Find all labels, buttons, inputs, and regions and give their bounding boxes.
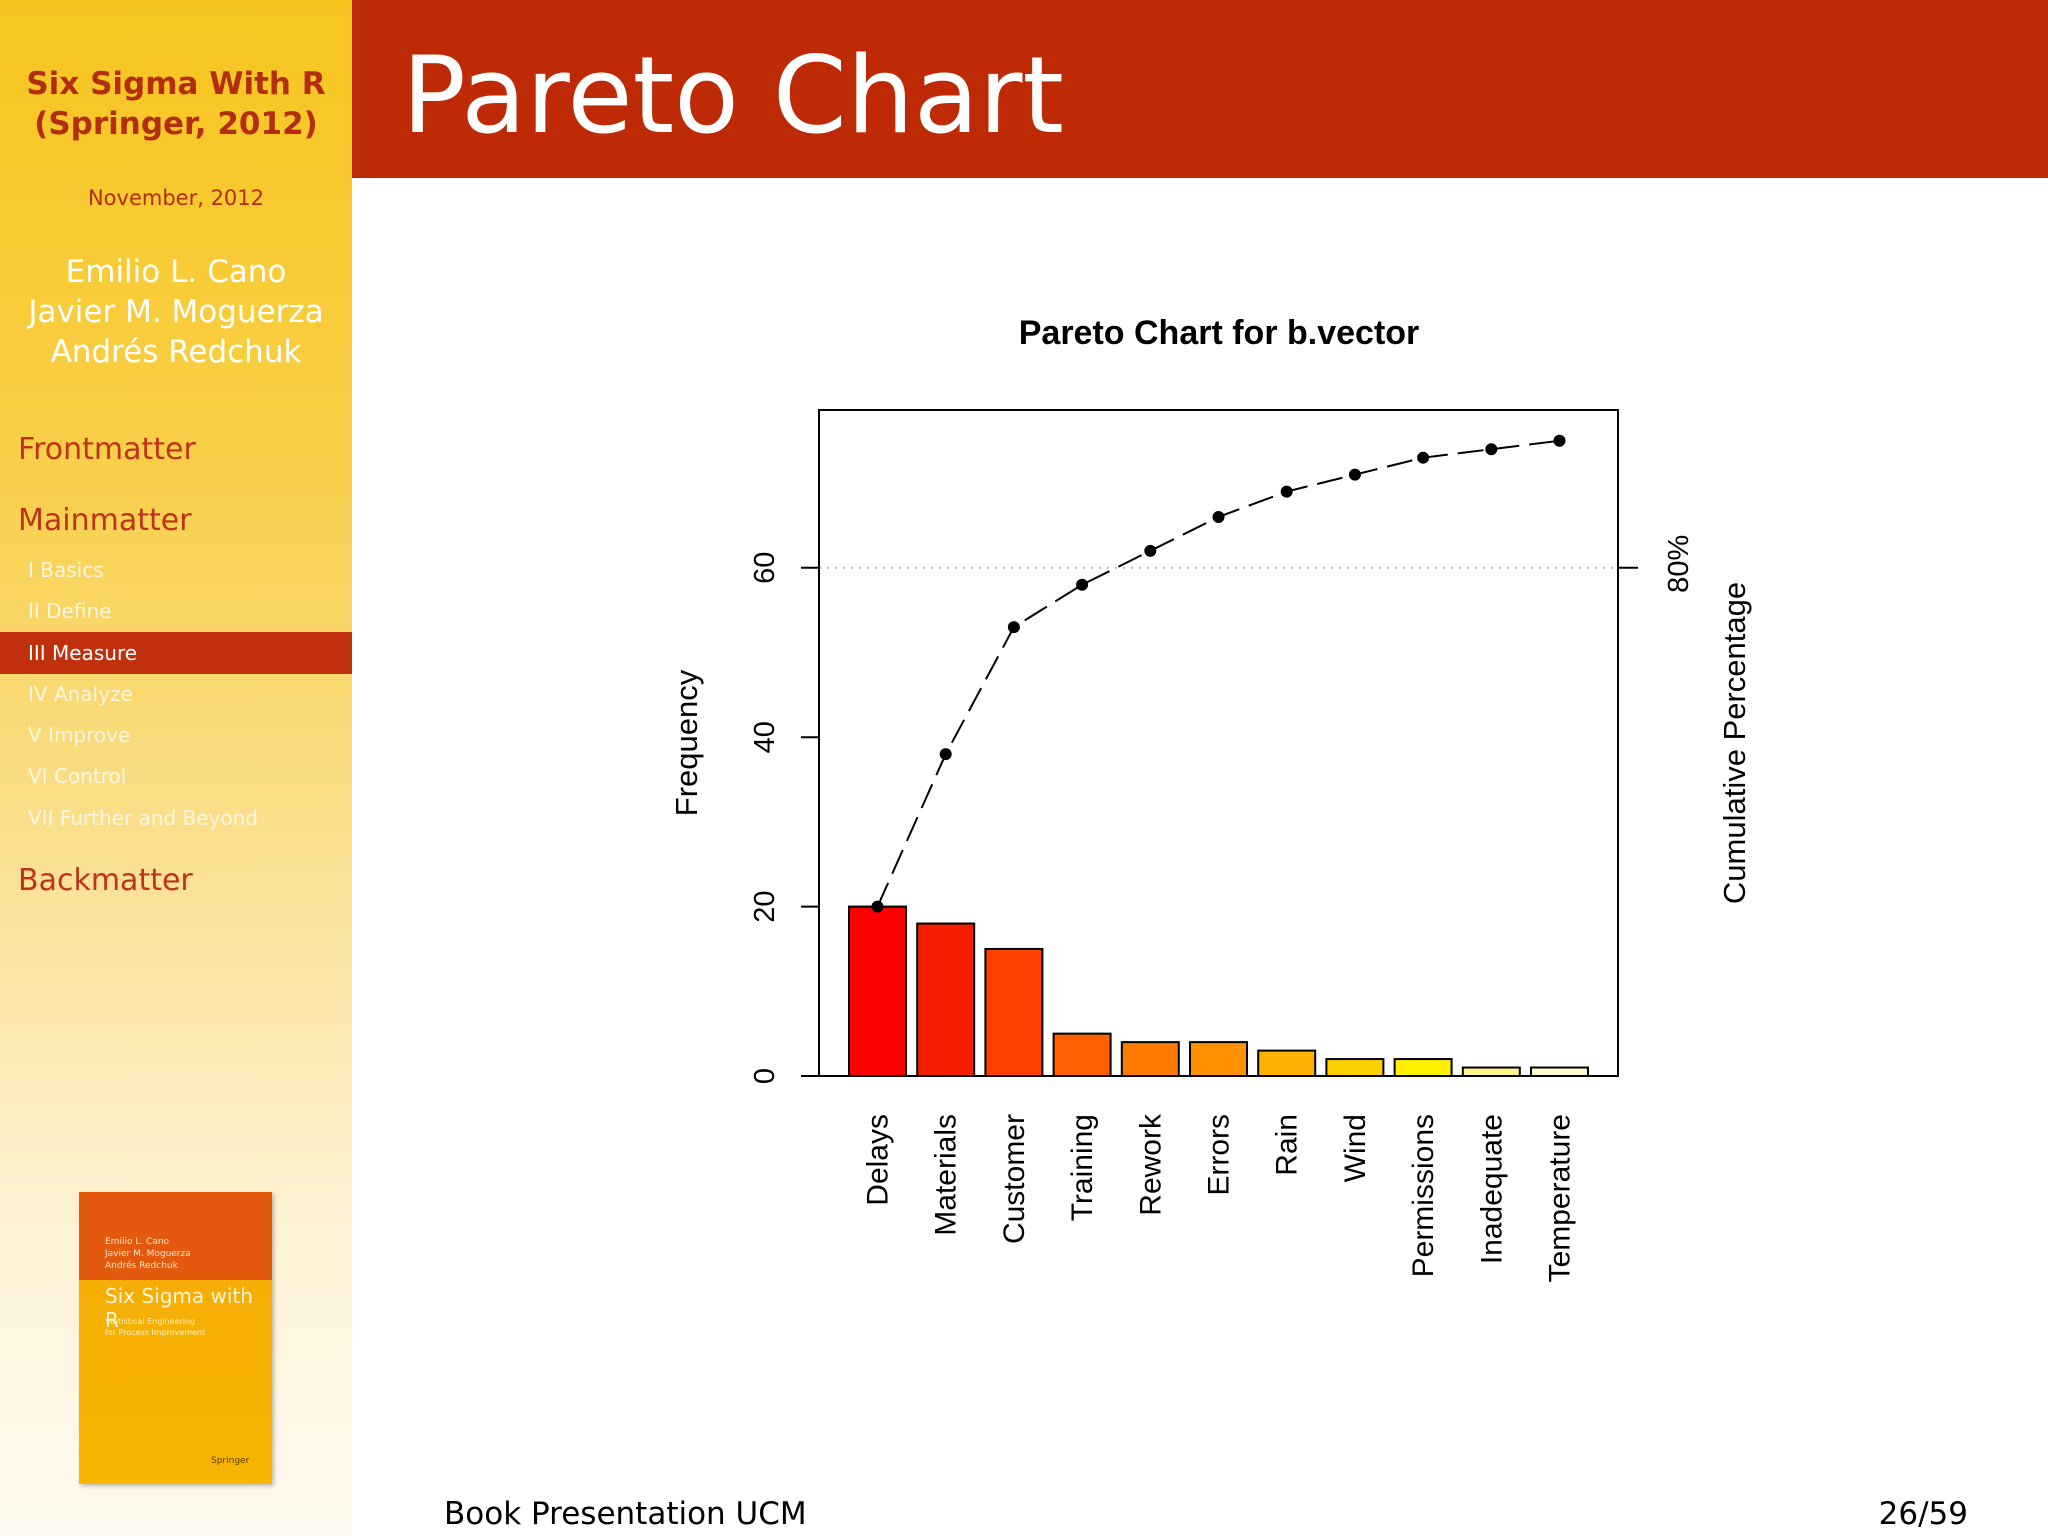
- bar-rework: [1120, 1041, 1180, 1077]
- chart-y-label: Frequency: [669, 669, 704, 816]
- y-right-tick-label: 80%: [1663, 535, 1695, 593]
- x-tick-label-materials: Materials: [930, 1114, 963, 1236]
- x-tick-label-errors: Errors: [1203, 1114, 1236, 1196]
- nav-section-mainmatter[interactable]: Mainmatter: [18, 503, 192, 538]
- nav-part-measure-active[interactable]: III Measure: [0, 632, 352, 674]
- x-tick-label-rework: Rework: [1134, 1113, 1167, 1216]
- x-tick-label-wind: Wind: [1339, 1114, 1372, 1182]
- book-cover-title: Six Sigma with R: [105, 1284, 253, 1332]
- chart-axes: 0 20 40 60 80% Delays Materials Customer Trainin…: [749, 409, 1695, 1282]
- cumulative-point-customer: [1007, 621, 1020, 634]
- presentation-title[interactable]: Six Sigma With R (Springer, 2012): [0, 64, 352, 144]
- book-cover-authors: Emilio L. Cano Javier M. Moguerza Andrés…: [105, 1236, 191, 1272]
- book-cover-subtitle-line2: for Process Improvement: [105, 1328, 206, 1337]
- y-tick-label-0: 0: [749, 1068, 781, 1084]
- sidebar: Six Sigma With R (Springer, 2012) Novemb…: [0, 0, 352, 1536]
- bar-temperature: [1530, 1066, 1589, 1078]
- cumulative-point-delays: [871, 900, 884, 913]
- book-cover-subtitle: Statistical Engineering for Process Impr…: [105, 1316, 205, 1338]
- bar-customer: [984, 947, 1044, 1078]
- book-cover-banner: [79, 1192, 272, 1280]
- bar-wind: [1325, 1058, 1385, 1078]
- presentation-date[interactable]: November, 2012: [87, 186, 265, 210]
- nav-section-frontmatter[interactable]: Frontmatter: [18, 432, 196, 467]
- bar-permissions: [1393, 1058, 1453, 1078]
- chart-bars: [848, 905, 1589, 1078]
- x-tick-label-rain: Rain: [1271, 1114, 1304, 1176]
- x-tick-label-temperature: Temperature: [1544, 1114, 1577, 1282]
- bar-materials: [916, 922, 976, 1077]
- author-1: Emilio L. Cano: [65, 254, 287, 290]
- y-tick-label-20: 20: [749, 890, 781, 922]
- presentation-title-line1: Six Sigma With R: [26, 66, 326, 102]
- cumulative-point-wind: [1348, 468, 1361, 481]
- x-tick-label-delays: Delays: [862, 1114, 895, 1206]
- author-3: Andrés Redchuk: [50, 334, 302, 370]
- cumulative-line-path: [876, 439, 1560, 908]
- nav-part-further[interactable]: VII Further and Beyond: [28, 806, 258, 830]
- bar-inadequate: [1461, 1066, 1521, 1078]
- x-tick-label-customer: Customer: [998, 1114, 1031, 1244]
- bar-delays: [848, 905, 907, 1077]
- book-cover-author-1: Emilio L. Cano: [105, 1237, 170, 1247]
- x-tick-label-inadequate: Inadequate: [1475, 1114, 1508, 1264]
- chart-title: Pareto Chart for b.vector: [1019, 314, 1420, 352]
- chart-cumulative-line: [871, 434, 1566, 913]
- presentation-title-line2: (Springer, 2012): [34, 106, 318, 142]
- y-tick-label-40: 40: [749, 721, 781, 753]
- nav-part-analyze[interactable]: IV Analyze: [28, 682, 133, 706]
- authors[interactable]: Emilio L. Cano Javier M. Moguerza Andrés…: [0, 252, 352, 372]
- y-tick-label-60: 60: [749, 552, 781, 584]
- nav-section-backmatter[interactable]: Backmatter: [18, 863, 193, 898]
- cumulative-point-inadequate: [1485, 443, 1498, 456]
- nav-part-control[interactable]: VI Control: [28, 764, 127, 788]
- cumulative-point-rain: [1280, 485, 1293, 498]
- nav-part-improve[interactable]: V Improve: [28, 723, 131, 747]
- x-tick-label-permissions: Permissions: [1407, 1114, 1440, 1277]
- cumulative-point-training: [1076, 578, 1089, 591]
- cumulative-point-rework: [1144, 544, 1157, 557]
- x-tick-label-training: Training: [1066, 1114, 1099, 1221]
- bar-rain: [1257, 1049, 1317, 1077]
- chart-y-right-label: Cumulative Percentage: [1717, 582, 1752, 904]
- footer-presentation-name: Book Presentation UCM: [444, 1496, 807, 1532]
- cumulative-point-materials: [939, 748, 952, 761]
- book-cover-author-3: Andrés Redchuk: [105, 1261, 178, 1271]
- slide-header: Pareto Chart: [352, 0, 2048, 178]
- nav-part-define[interactable]: II Define: [28, 599, 112, 623]
- book-cover-publisher: Springer: [211, 1456, 250, 1466]
- plot-frame: [818, 409, 1619, 1077]
- book-cover-subtitle-line1: Statistical Engineering: [105, 1317, 196, 1326]
- book-cover-author-2: Javier M. Moguerza: [105, 1249, 191, 1259]
- slide-title: Pareto Chart: [402, 34, 1064, 157]
- bar-training: [1052, 1032, 1112, 1078]
- cumulative-point-errors: [1212, 510, 1225, 523]
- bar-errors: [1189, 1041, 1248, 1077]
- cumulative-point-permissions: [1417, 451, 1430, 464]
- nav-part-basics[interactable]: I Basics: [28, 558, 104, 582]
- book-cover: Emilio L. Cano Javier M. Moguerza Andrés…: [79, 1192, 272, 1484]
- cumulative-point-temperature: [1553, 434, 1566, 447]
- author-2: Javier M. Moguerza: [28, 294, 324, 330]
- nav-part-measure-label: III Measure: [28, 641, 138, 665]
- footer-page-number: 26/59: [1878, 1496, 1968, 1532]
